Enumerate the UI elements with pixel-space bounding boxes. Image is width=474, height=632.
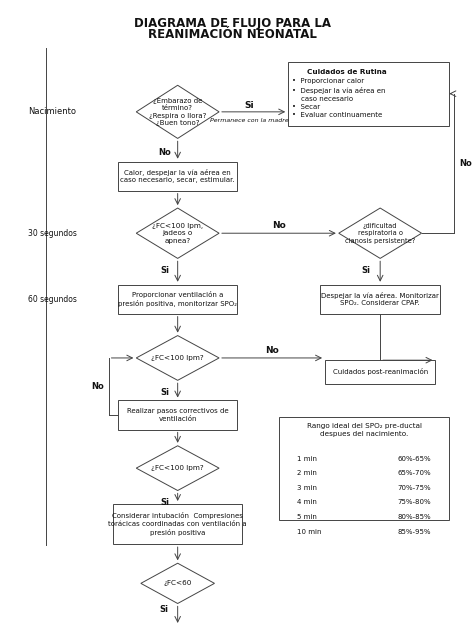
Text: Si: Si xyxy=(244,100,254,109)
Text: Cuidados de Rutina: Cuidados de Rutina xyxy=(307,70,386,75)
Text: Rango ideal del SPO₂ pre-ductal
despues del nacimiento.: Rango ideal del SPO₂ pre-ductal despues … xyxy=(307,423,421,437)
Text: Proporcionar ventilación a
presión positiva, monitorizar SPO₂: Proporcionar ventilación a presión posit… xyxy=(118,291,237,307)
Text: REANIMACIÓN NEONATAL: REANIMACIÓN NEONATAL xyxy=(148,28,317,41)
Text: •  Proporcionar calor
•  Despejar la vía aérea en
    caso necesario
•  Secar
• : • Proporcionar calor • Despejar la vía a… xyxy=(292,78,385,118)
Text: 75%-80%: 75%-80% xyxy=(397,499,431,506)
Text: 65%-70%: 65%-70% xyxy=(397,470,431,477)
Text: 80%-85%: 80%-85% xyxy=(397,514,431,520)
Text: ¿Embarazo de
término?
¿Respira o llora?
¿Buen tono?: ¿Embarazo de término? ¿Respira o llora? … xyxy=(149,97,206,126)
Text: Cuidados post-reanimación: Cuidados post-reanimación xyxy=(333,368,428,375)
Text: Si: Si xyxy=(160,388,169,397)
Text: 5 min: 5 min xyxy=(297,514,317,520)
Text: DIAGRAMA DE FLUJO PARA LA: DIAGRAMA DE FLUJO PARA LA xyxy=(135,17,331,30)
Text: Si: Si xyxy=(160,498,169,507)
Text: Si: Si xyxy=(362,266,371,275)
Text: No: No xyxy=(91,382,103,391)
Text: Despejar la vía aérea. Monitorizar
SPO₂. Considerar CPAP.: Despejar la vía aérea. Monitorizar SPO₂.… xyxy=(321,292,439,307)
Text: 60 segundos: 60 segundos xyxy=(28,295,77,304)
Text: No: No xyxy=(459,159,472,168)
Text: No: No xyxy=(158,148,171,157)
Text: Si: Si xyxy=(159,605,168,614)
Text: ¿dificultad
respiratoria o
cianosis persistente?: ¿dificultad respiratoria o cianosis pers… xyxy=(345,222,415,244)
Text: No: No xyxy=(265,346,279,355)
Text: ¿FC<100 lpm?: ¿FC<100 lpm? xyxy=(151,465,204,471)
Text: 4 min: 4 min xyxy=(297,499,317,506)
Text: 2 min: 2 min xyxy=(297,470,317,477)
Text: ¿FC<100 lpm,
jadeos o
apnea?: ¿FC<100 lpm, jadeos o apnea? xyxy=(152,222,203,244)
Text: Realizar pasos correctivos de
ventilación: Realizar pasos correctivos de ventilació… xyxy=(127,408,228,422)
Text: 1 min: 1 min xyxy=(297,456,317,462)
Text: Si: Si xyxy=(160,266,169,275)
Text: ¿FC<100 lpm?: ¿FC<100 lpm? xyxy=(151,355,204,361)
Text: No: No xyxy=(272,221,286,231)
Text: ¿FC<60: ¿FC<60 xyxy=(164,580,192,586)
Text: 30 segundos: 30 segundos xyxy=(28,229,77,238)
Text: 85%-95%: 85%-95% xyxy=(397,528,431,535)
Text: Permanece con la madre: Permanece con la madre xyxy=(210,118,288,123)
Text: Calor, despejar la vía aérea en
caso necesario, secar, estimular.: Calor, despejar la vía aérea en caso nec… xyxy=(120,169,235,183)
Text: 3 min: 3 min xyxy=(297,485,317,491)
Text: 60%-65%: 60%-65% xyxy=(397,456,431,462)
Text: 10 min: 10 min xyxy=(297,528,322,535)
Text: Considerar intubación  Compresiones
torácicas coordinadas con ventilación a
pres: Considerar intubación Compresiones torác… xyxy=(109,513,247,536)
Text: Nacimiento: Nacimiento xyxy=(28,107,76,116)
Text: 70%-75%: 70%-75% xyxy=(397,485,431,491)
